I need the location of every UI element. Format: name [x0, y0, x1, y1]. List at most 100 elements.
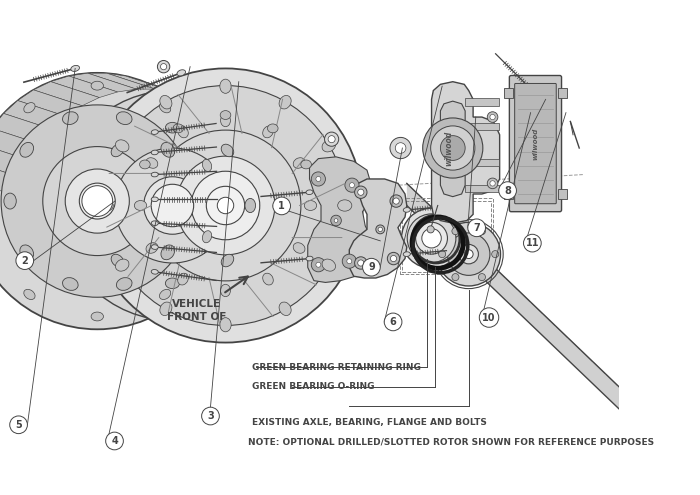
Ellipse shape — [99, 200, 113, 211]
Ellipse shape — [178, 193, 190, 209]
Ellipse shape — [161, 143, 175, 157]
Ellipse shape — [144, 177, 201, 234]
Ellipse shape — [459, 245, 478, 264]
Circle shape — [480, 308, 499, 327]
Ellipse shape — [20, 245, 34, 260]
Bar — [504, 189, 513, 199]
Circle shape — [390, 138, 411, 158]
Ellipse shape — [403, 207, 410, 212]
Text: 6: 6 — [390, 317, 396, 327]
Ellipse shape — [202, 159, 211, 171]
Ellipse shape — [206, 186, 245, 225]
Ellipse shape — [267, 124, 278, 133]
Ellipse shape — [146, 158, 158, 168]
Ellipse shape — [245, 198, 255, 212]
Ellipse shape — [262, 126, 273, 138]
Ellipse shape — [62, 112, 78, 125]
Ellipse shape — [220, 284, 230, 297]
Ellipse shape — [390, 195, 402, 207]
Circle shape — [478, 228, 486, 235]
Circle shape — [16, 252, 34, 269]
Ellipse shape — [165, 122, 179, 133]
Ellipse shape — [346, 259, 352, 264]
Ellipse shape — [20, 143, 34, 157]
Ellipse shape — [43, 147, 152, 255]
Bar — [402, 201, 491, 272]
Ellipse shape — [24, 102, 35, 113]
Circle shape — [524, 234, 541, 252]
Text: 8: 8 — [504, 186, 511, 196]
Ellipse shape — [220, 79, 231, 94]
Text: 5: 5 — [15, 420, 22, 430]
Ellipse shape — [403, 252, 410, 256]
Circle shape — [491, 250, 499, 258]
Ellipse shape — [116, 278, 132, 291]
Polygon shape — [213, 145, 268, 178]
Ellipse shape — [111, 144, 124, 157]
Ellipse shape — [178, 273, 188, 285]
Circle shape — [439, 250, 446, 258]
Ellipse shape — [1, 105, 193, 297]
Text: 1: 1 — [279, 201, 285, 211]
Ellipse shape — [376, 225, 385, 234]
Ellipse shape — [116, 112, 132, 125]
Ellipse shape — [293, 158, 305, 168]
Text: 9: 9 — [368, 262, 374, 272]
Ellipse shape — [279, 96, 291, 109]
Polygon shape — [177, 100, 239, 129]
Ellipse shape — [355, 186, 367, 198]
Circle shape — [487, 112, 498, 122]
Polygon shape — [161, 90, 225, 116]
Ellipse shape — [437, 222, 500, 286]
Ellipse shape — [423, 118, 483, 178]
Bar — [466, 158, 499, 166]
Polygon shape — [203, 128, 261, 161]
Ellipse shape — [151, 172, 158, 177]
Polygon shape — [107, 73, 174, 92]
Circle shape — [160, 63, 167, 70]
Ellipse shape — [378, 227, 382, 232]
Circle shape — [395, 143, 406, 153]
Ellipse shape — [312, 172, 326, 186]
Text: 2: 2 — [22, 255, 28, 266]
Circle shape — [10, 416, 27, 434]
Ellipse shape — [71, 65, 80, 71]
Circle shape — [499, 182, 517, 199]
Ellipse shape — [402, 208, 461, 268]
Ellipse shape — [407, 214, 456, 262]
FancyBboxPatch shape — [510, 76, 561, 212]
Polygon shape — [18, 90, 82, 116]
Circle shape — [490, 181, 495, 186]
Bar — [504, 88, 513, 99]
Ellipse shape — [306, 256, 313, 261]
Ellipse shape — [393, 198, 399, 204]
Ellipse shape — [355, 257, 367, 269]
Ellipse shape — [24, 290, 35, 299]
Ellipse shape — [220, 110, 231, 119]
Polygon shape — [407, 183, 619, 409]
Ellipse shape — [176, 156, 275, 255]
Circle shape — [490, 114, 495, 120]
Text: EXISTING AXLE, BEARING, FLANGE AND BOLTS: EXISTING AXLE, BEARING, FLANGE AND BOLTS — [252, 418, 487, 427]
Ellipse shape — [115, 148, 230, 263]
Text: 4: 4 — [111, 436, 118, 446]
Polygon shape — [0, 113, 52, 144]
Ellipse shape — [178, 126, 188, 138]
Circle shape — [273, 197, 290, 215]
Bar — [558, 88, 567, 99]
FancyBboxPatch shape — [514, 84, 556, 204]
Ellipse shape — [161, 245, 175, 260]
Text: 3: 3 — [207, 411, 214, 421]
Circle shape — [363, 258, 380, 276]
Ellipse shape — [349, 183, 354, 188]
Ellipse shape — [111, 254, 124, 267]
Circle shape — [325, 132, 339, 146]
Polygon shape — [126, 76, 192, 98]
Circle shape — [82, 186, 113, 216]
Ellipse shape — [106, 86, 345, 325]
Ellipse shape — [316, 177, 321, 182]
Ellipse shape — [151, 197, 158, 201]
Polygon shape — [69, 73, 136, 92]
Circle shape — [487, 178, 498, 189]
Ellipse shape — [387, 252, 400, 265]
